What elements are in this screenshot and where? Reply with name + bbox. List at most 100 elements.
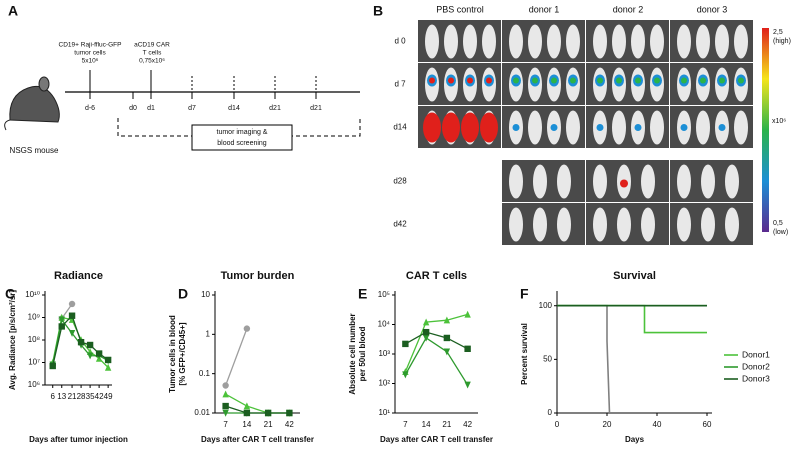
annotation: 5x10⁶ xyxy=(82,58,99,65)
y-tick-label: 10³ xyxy=(378,349,390,358)
data-line xyxy=(225,393,290,414)
colorbar-label: x10⁶ xyxy=(772,118,786,125)
signal xyxy=(532,77,538,84)
data-point xyxy=(77,338,85,346)
mouse xyxy=(566,24,580,59)
x-tick-label: 21 xyxy=(68,392,77,401)
signal xyxy=(718,124,726,131)
mouse xyxy=(650,24,664,59)
signal xyxy=(442,112,460,143)
signal xyxy=(429,77,435,84)
x-tick-label: 7 xyxy=(403,420,408,429)
annotation: T cells xyxy=(143,50,162,57)
day-label: d1 xyxy=(147,105,155,112)
mouse xyxy=(612,24,626,59)
signal xyxy=(700,77,706,84)
signal xyxy=(550,124,558,131)
box xyxy=(191,124,293,151)
mouse xyxy=(593,24,607,59)
x-tick-label: 14 xyxy=(422,420,431,429)
legend-label: Donor3 xyxy=(742,373,770,383)
data-point xyxy=(422,318,430,326)
signal xyxy=(654,77,660,84)
panel-label: C xyxy=(5,286,15,302)
mouse xyxy=(734,24,748,59)
data-point xyxy=(68,300,76,308)
signal xyxy=(620,179,628,188)
data-line xyxy=(404,337,469,386)
data-point xyxy=(58,316,65,324)
y-tick-label: 10¹ xyxy=(378,408,390,417)
signal xyxy=(513,77,519,84)
signal xyxy=(461,112,479,143)
data-point xyxy=(243,325,251,332)
y-tick-label: 10⁶ xyxy=(28,380,40,389)
signal xyxy=(738,77,744,84)
mouse xyxy=(463,24,477,59)
signal xyxy=(634,124,642,131)
mouse-label: NSGS mouse xyxy=(10,146,59,155)
x-tick-label: 42 xyxy=(463,420,472,429)
data-point xyxy=(104,363,112,371)
chart-title: CAR T cells xyxy=(406,270,467,282)
x-axis-label: Days after CAR T cell transfer xyxy=(380,435,493,444)
legend-label: Donor2 xyxy=(742,361,770,371)
x-tick-label: 49 xyxy=(104,392,113,401)
colorbar-label: 2,5 xyxy=(773,29,783,36)
signal xyxy=(597,77,603,84)
data-line xyxy=(404,313,468,373)
column-header: donor 3 xyxy=(697,4,728,14)
mouse-icon xyxy=(4,76,60,131)
y-tick-label: 10² xyxy=(378,379,390,388)
y-tick-label: 10⁵ xyxy=(378,290,390,299)
signal xyxy=(480,112,498,143)
data-point xyxy=(243,409,251,417)
y-tick-label: 10⁴ xyxy=(378,320,391,329)
annotation: tumor cells xyxy=(74,50,106,57)
x-tick-label: 35 xyxy=(86,392,95,401)
annotation: CD19+ Raji-ffluc-GFP xyxy=(59,42,122,49)
y-tick-label: 50 xyxy=(543,354,552,363)
mouse xyxy=(725,164,739,199)
legend-label: Donor1 xyxy=(742,349,770,359)
mouse xyxy=(701,164,715,199)
y-tick-label: 0.01 xyxy=(194,408,210,417)
mouse xyxy=(677,207,691,242)
mouse xyxy=(533,207,547,242)
signal xyxy=(616,77,622,84)
data-point xyxy=(443,334,451,342)
data-point xyxy=(264,409,272,417)
panel-label: B xyxy=(373,3,383,19)
data-line xyxy=(225,328,248,386)
y-axis-label: [% GFP+/CD45+] xyxy=(178,322,187,385)
mouse xyxy=(650,110,664,145)
mouse xyxy=(509,207,523,242)
survival-curve xyxy=(557,304,707,334)
data-point xyxy=(222,409,229,417)
y-tick-label: 0 xyxy=(548,408,553,417)
y-axis-label: per 50ul blood xyxy=(358,327,367,382)
data-line xyxy=(225,405,290,414)
data-point xyxy=(222,382,229,389)
row-label: d28 xyxy=(393,177,407,186)
day-label: d14 xyxy=(228,105,240,112)
x-axis-label: Days xyxy=(625,435,645,444)
signal xyxy=(680,124,688,131)
mouse xyxy=(641,164,655,199)
mouse xyxy=(593,164,607,199)
x-tick-label: 7 xyxy=(223,420,228,429)
mouse xyxy=(509,24,523,59)
row-label: d 0 xyxy=(394,37,406,46)
x-tick-label: 21 xyxy=(442,420,451,429)
data-point xyxy=(464,381,471,389)
colorbar-label: (low) xyxy=(773,229,788,236)
panel-b: B PBS control donor 1 donor 2 donor 3 d 0 d 7… xyxy=(373,3,791,245)
mouse xyxy=(444,24,458,59)
y-axis-label: Tumor cells in blood xyxy=(168,315,177,393)
row-label: d14 xyxy=(393,123,407,132)
chart-title: Tumor burden xyxy=(221,270,295,282)
data-point xyxy=(443,316,451,324)
data-point xyxy=(286,409,293,417)
survival-curve xyxy=(557,304,611,414)
x-tick-label: 6 xyxy=(51,392,56,401)
